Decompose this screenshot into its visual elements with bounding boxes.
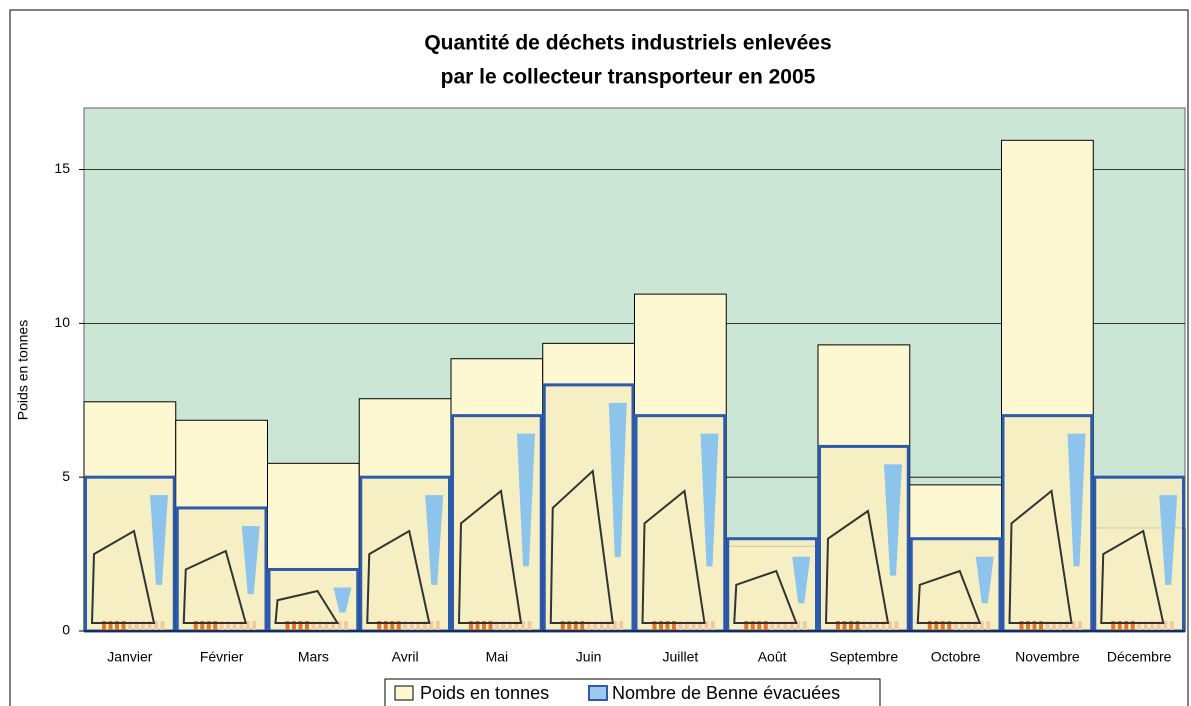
x-tick-label: Mars: [298, 649, 329, 665]
legend-swatch: [395, 686, 413, 700]
bar-decoration: [986, 621, 990, 630]
x-tick-label: Décembre: [1107, 649, 1172, 665]
x-tick-label: Septembre: [830, 649, 899, 665]
x-tick-label: Mai: [486, 649, 509, 665]
bar-decoration: [528, 621, 532, 630]
x-tick-label: Juin: [576, 649, 602, 665]
x-tick-label: Février: [200, 649, 244, 665]
chart-title: par le collecteur transporteur en 2005: [441, 66, 816, 89]
chart-title: Quantité de déchets industriels enlevées: [424, 32, 831, 55]
y-tick-label: 0: [62, 622, 70, 638]
legend-label: Nombre de Benne évacuées: [612, 683, 840, 703]
legend: Poids en tonnes Nombre de Benne évacuées: [385, 679, 880, 706]
legend-swatch: [589, 686, 607, 700]
x-tick-label: Avril: [392, 649, 419, 665]
bar-decoration: [344, 621, 348, 630]
y-tick-label: 10: [54, 314, 70, 330]
page: Quantité de déchets industriels enlevées…: [0, 0, 1191, 706]
x-tick-label: Août: [758, 649, 787, 665]
bar-decoration: [711, 621, 715, 630]
x-tick-label: Janvier: [107, 649, 152, 665]
chart: Quantité de déchets industriels enlevées…: [0, 0, 1191, 706]
y-tick-label: 15: [54, 160, 70, 176]
bar-decoration: [895, 621, 899, 630]
y-tick-label: 5: [62, 468, 70, 484]
y-axis-label: Poids en tonnes: [15, 320, 31, 420]
x-tick-label: Novembre: [1015, 649, 1080, 665]
bar-decoration: [619, 621, 623, 630]
bar-decoration: [252, 621, 256, 630]
bar-decoration: [803, 621, 807, 630]
bar-decoration: [1170, 621, 1174, 630]
legend-label: Poids en tonnes: [420, 683, 549, 703]
x-tick-label: Octobre: [931, 649, 981, 665]
bar-decoration: [1078, 621, 1082, 630]
x-tick-label: Juillet: [662, 649, 698, 665]
bar-decoration: [436, 621, 440, 630]
bar-decoration: [161, 621, 165, 630]
